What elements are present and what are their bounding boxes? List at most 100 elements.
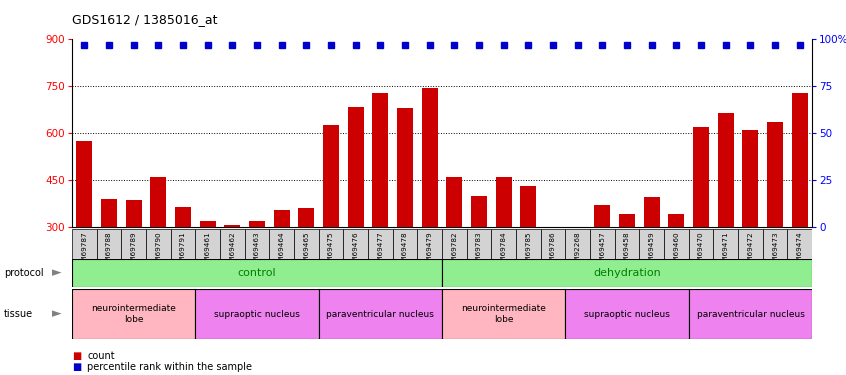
Bar bbox=[319, 229, 343, 266]
Bar bbox=[101, 199, 117, 321]
Bar bbox=[788, 229, 812, 266]
Bar bbox=[224, 225, 240, 321]
Text: GSM69462: GSM69462 bbox=[229, 232, 235, 272]
Bar bbox=[171, 229, 195, 266]
Bar bbox=[72, 229, 96, 266]
Text: GSM92268: GSM92268 bbox=[574, 232, 580, 272]
Text: GSM69464: GSM69464 bbox=[278, 232, 284, 272]
Bar bbox=[492, 229, 516, 266]
Text: GSM69477: GSM69477 bbox=[377, 232, 383, 272]
Bar bbox=[689, 229, 713, 266]
Text: GSM69457: GSM69457 bbox=[600, 232, 606, 272]
Bar bbox=[738, 229, 763, 266]
Bar bbox=[763, 229, 788, 266]
Bar bbox=[767, 122, 783, 321]
Text: GSM69787: GSM69787 bbox=[81, 232, 87, 272]
Text: GSM69461: GSM69461 bbox=[205, 232, 211, 272]
Bar bbox=[76, 141, 92, 321]
Bar bbox=[323, 125, 339, 321]
Text: GSM69474: GSM69474 bbox=[797, 232, 803, 272]
Text: supraoptic nucleus: supraoptic nucleus bbox=[214, 310, 300, 319]
Bar bbox=[644, 197, 660, 321]
Bar bbox=[565, 289, 689, 339]
Bar bbox=[520, 186, 536, 321]
Bar bbox=[496, 177, 512, 321]
Bar bbox=[591, 229, 615, 266]
Bar bbox=[442, 259, 812, 287]
Bar bbox=[471, 196, 487, 321]
Bar bbox=[516, 229, 541, 266]
Text: neurointermediate
lobe: neurointermediate lobe bbox=[461, 304, 547, 324]
Bar bbox=[393, 229, 417, 266]
Bar bbox=[442, 229, 467, 266]
Text: tissue: tissue bbox=[4, 309, 33, 319]
Bar bbox=[689, 289, 812, 339]
Text: GDS1612 / 1385016_at: GDS1612 / 1385016_at bbox=[72, 13, 217, 26]
Bar bbox=[541, 229, 565, 266]
Bar bbox=[175, 207, 191, 321]
Text: dehydration: dehydration bbox=[593, 268, 661, 278]
Text: GSM69465: GSM69465 bbox=[304, 232, 310, 272]
Bar bbox=[640, 229, 664, 266]
Bar bbox=[72, 259, 442, 287]
Text: ■: ■ bbox=[72, 362, 81, 372]
Text: ■: ■ bbox=[72, 351, 81, 361]
Bar bbox=[397, 108, 413, 321]
Text: GSM69478: GSM69478 bbox=[402, 232, 408, 272]
Bar bbox=[545, 230, 561, 321]
Bar bbox=[595, 205, 611, 321]
Bar bbox=[442, 289, 565, 339]
Text: GSM69788: GSM69788 bbox=[106, 232, 112, 272]
Text: GSM69458: GSM69458 bbox=[624, 232, 630, 272]
Bar bbox=[249, 220, 265, 321]
Bar bbox=[195, 289, 319, 339]
Text: GSM69784: GSM69784 bbox=[501, 232, 507, 272]
Bar bbox=[569, 231, 585, 321]
Bar bbox=[72, 289, 195, 339]
Bar bbox=[146, 229, 171, 266]
Bar bbox=[417, 229, 442, 266]
Text: GSM69790: GSM69790 bbox=[156, 232, 162, 272]
Text: paraventricular nucleus: paraventricular nucleus bbox=[327, 310, 434, 319]
Text: GSM69782: GSM69782 bbox=[452, 232, 458, 272]
Bar bbox=[343, 229, 368, 266]
Text: GSM69472: GSM69472 bbox=[748, 232, 754, 272]
Text: GSM69479: GSM69479 bbox=[426, 232, 432, 272]
Text: GSM69460: GSM69460 bbox=[673, 232, 679, 272]
Text: GSM69471: GSM69471 bbox=[722, 232, 728, 272]
Bar bbox=[244, 229, 269, 266]
Bar bbox=[447, 177, 463, 321]
Text: neurointermediate
lobe: neurointermediate lobe bbox=[91, 304, 176, 324]
Bar bbox=[668, 214, 684, 321]
Text: GSM69786: GSM69786 bbox=[550, 232, 556, 272]
Bar bbox=[125, 200, 141, 321]
Bar bbox=[743, 130, 759, 321]
Text: GSM69473: GSM69473 bbox=[772, 232, 778, 272]
Bar bbox=[200, 221, 216, 321]
Text: GSM69476: GSM69476 bbox=[353, 232, 359, 272]
Bar bbox=[717, 113, 733, 321]
Text: GSM69475: GSM69475 bbox=[328, 232, 334, 272]
Bar bbox=[467, 229, 492, 266]
Bar bbox=[565, 229, 590, 266]
Bar bbox=[348, 106, 364, 321]
Text: percentile rank within the sample: percentile rank within the sample bbox=[87, 362, 252, 372]
Bar bbox=[220, 229, 244, 266]
Bar bbox=[319, 289, 442, 339]
Text: GSM69785: GSM69785 bbox=[525, 232, 531, 272]
Text: paraventricular nucleus: paraventricular nucleus bbox=[696, 310, 805, 319]
Bar bbox=[121, 229, 146, 266]
Bar bbox=[615, 229, 640, 266]
Bar bbox=[299, 208, 315, 321]
Text: GSM69791: GSM69791 bbox=[180, 232, 186, 272]
Text: ►: ► bbox=[52, 308, 62, 321]
Text: GSM69463: GSM69463 bbox=[254, 232, 260, 272]
Text: count: count bbox=[87, 351, 115, 361]
Text: control: control bbox=[238, 268, 277, 278]
Text: supraoptic nucleus: supraoptic nucleus bbox=[584, 310, 670, 319]
Text: ►: ► bbox=[52, 266, 62, 279]
Text: GSM69783: GSM69783 bbox=[476, 232, 482, 272]
Bar bbox=[693, 127, 709, 321]
Text: GSM69789: GSM69789 bbox=[130, 232, 136, 272]
Bar bbox=[269, 229, 294, 266]
